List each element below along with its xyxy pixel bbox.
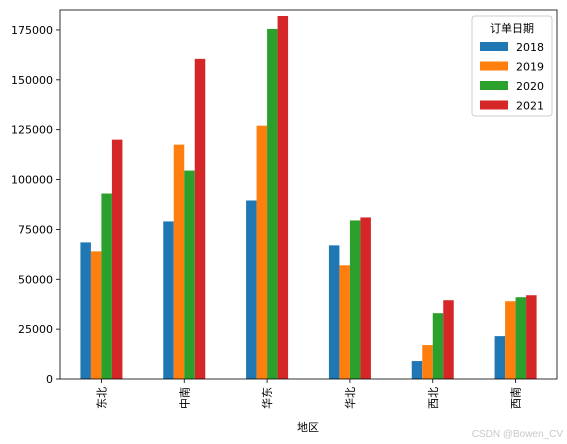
x-tick-label: 中南 xyxy=(178,387,191,409)
y-axis: 0 25000 50000 75000 100000 125000 150000 175000 xyxy=(11,24,60,386)
plot-frame xyxy=(59,9,558,380)
bar-2020-东北 xyxy=(101,193,112,379)
bar-2020-西北 xyxy=(432,313,444,379)
bar-2018-西北 xyxy=(411,361,423,379)
bar-2018-华东 xyxy=(246,200,257,379)
bar-2020-西南 xyxy=(515,297,527,379)
bar-2019-中南 xyxy=(173,144,185,379)
x-axis-label: 地区 xyxy=(297,421,319,434)
legend-swatch-2019 xyxy=(480,61,508,71)
bar-2021-东北 xyxy=(111,139,123,379)
x-tick-label: 华东 xyxy=(260,387,274,409)
bar-2021-西北 xyxy=(443,300,454,379)
bar-2021-西南 xyxy=(526,295,537,379)
plot-area xyxy=(59,9,558,380)
legend-title: 订单日期 xyxy=(490,22,534,35)
y-tick-label: 175000 xyxy=(11,24,53,37)
bar-2018-华北 xyxy=(328,245,340,379)
y-tick-label: 25000 xyxy=(18,323,53,336)
y-tick-label: 100000 xyxy=(11,174,53,187)
legend: 订单日期 2018 2019 2020 2021 xyxy=(471,15,553,117)
x-tick-label: 西南 xyxy=(510,387,523,409)
bar-2018-西南 xyxy=(494,336,506,379)
y-tick-label: 75000 xyxy=(18,223,53,236)
bar-2020-华北 xyxy=(349,220,361,379)
bar-2018-中南 xyxy=(163,221,174,379)
bar-2020-华东 xyxy=(267,28,278,380)
y-tick-label: 150000 xyxy=(11,74,53,87)
x-axis: 东北 中南 华东 华北 西北 西南 xyxy=(95,379,523,409)
legend-swatch-2018 xyxy=(480,42,508,51)
legend-label-2018: 2018 xyxy=(516,41,544,54)
x-tick-label: 华北 xyxy=(343,387,357,409)
legend-swatch-2020 xyxy=(480,81,508,90)
y-tick-label: 125000 xyxy=(11,124,53,137)
y-tick-label: 50000 xyxy=(18,273,53,286)
legend-label-2020: 2020 xyxy=(516,80,544,93)
bar-2019-华东 xyxy=(256,125,268,379)
bar-2019-东北 xyxy=(90,251,102,379)
bar-2021-华东 xyxy=(277,15,289,379)
legend-box xyxy=(471,15,553,117)
y-tick-label: 0 xyxy=(46,373,53,386)
watermark: CSDN @Bowen_CV xyxy=(471,429,563,440)
bar-2021-华北 xyxy=(360,217,371,379)
legend-label-2021: 2021 xyxy=(516,100,544,113)
legend-swatch-2021 xyxy=(480,100,508,110)
bar-2019-华北 xyxy=(339,265,350,379)
x-tick-label: 东北 xyxy=(95,387,108,409)
bar-2019-西北 xyxy=(422,345,433,379)
bar-2020-中南 xyxy=(184,170,195,379)
legend-label-2019: 2019 xyxy=(516,61,544,74)
bar-2019-西南 xyxy=(505,301,516,379)
x-tick-label: 西北 xyxy=(427,387,440,409)
bar-2018-东北 xyxy=(80,242,91,379)
bar-2021-中南 xyxy=(194,58,206,380)
